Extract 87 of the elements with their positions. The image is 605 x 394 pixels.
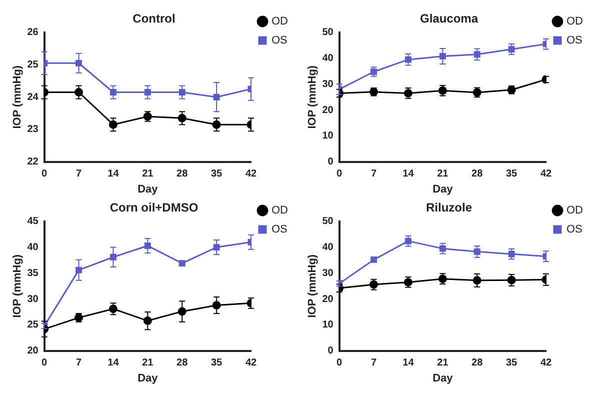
chart-title: Control (132, 12, 176, 26)
x-axis-title: Day (138, 183, 159, 196)
x-tick-label: 35 (210, 358, 223, 369)
y-tick-label: 50 (322, 27, 334, 38)
x-tick-label: 14 (402, 358, 414, 369)
y-tick-label: 10 (322, 130, 334, 142)
legend-label: OD (566, 204, 584, 217)
x-axis-title: Day (138, 372, 159, 384)
chart-title: Glaucoma (420, 12, 478, 26)
x-tick-label: 42 (540, 168, 552, 180)
x-tick-label: 21 (437, 358, 449, 369)
point (474, 248, 480, 255)
point (110, 89, 116, 96)
x-tick-label: 42 (245, 358, 257, 369)
legend-label: OD (272, 16, 288, 28)
y-tick-label: 20 (27, 346, 39, 357)
chart-title: Riluzole (426, 200, 472, 215)
point (76, 60, 82, 66)
point (110, 254, 116, 260)
legend-label: OD (272, 204, 288, 217)
y-tick-label: 50 (322, 216, 334, 228)
x-tick-label: 21 (437, 168, 449, 180)
x-tick-label: 28 (176, 358, 188, 369)
point (76, 266, 82, 274)
point (439, 245, 446, 252)
x-tick-label: 28 (472, 168, 484, 180)
x-tick-label: 35 (506, 358, 518, 369)
y-tick-label: 26 (27, 27, 39, 38)
point (178, 89, 186, 96)
point (404, 56, 412, 63)
legend-label: OS (566, 224, 582, 236)
point (144, 242, 151, 249)
x-tick-label: 42 (245, 168, 257, 180)
point (213, 94, 220, 100)
y-tick-label: 40 (27, 242, 39, 254)
y-tick-label: 25 (27, 320, 39, 331)
y-tick-label: 30 (322, 78, 334, 90)
y-tick-label: 20 (322, 294, 334, 305)
x-axis-title: Day (432, 183, 454, 196)
y-tick-label: 40 (322, 242, 334, 254)
y-tick-label: 23 (27, 124, 39, 136)
point (508, 46, 515, 52)
x-tick-label: 7 (76, 168, 82, 180)
x-tick-label: 35 (506, 168, 518, 180)
x-tick-label: 42 (540, 358, 552, 369)
y-tick-label: 25 (27, 60, 39, 70)
x-tick-label: 21 (142, 168, 154, 180)
y-tick-label: 22 (27, 156, 39, 168)
y-tick-label: 30 (27, 294, 39, 305)
y-tick-label: 0 (328, 156, 334, 168)
y-tick-label: 24 (27, 92, 39, 103)
x-tick-label: 14 (402, 168, 414, 180)
y-tick-label: 45 (27, 216, 39, 228)
x-axis-title: Day (432, 372, 454, 384)
legend-label: OS (566, 34, 582, 47)
y-axis-title: IOP (mmHg) (306, 254, 319, 318)
x-tick-label: 0 (336, 358, 343, 369)
legend-label: OS (272, 34, 288, 47)
y-axis-title: IOP (mmHg) (306, 65, 319, 129)
x-tick-label: 0 (336, 168, 343, 180)
y-tick-label: 0 (328, 346, 334, 357)
x-tick-label: 28 (472, 358, 484, 369)
x-tick-label: 0 (42, 168, 48, 180)
point (213, 244, 220, 251)
y-tick-label: 10 (322, 320, 334, 331)
y-tick-label: 20 (322, 104, 334, 116)
x-tick-label: 14 (108, 168, 120, 180)
y-tick-label: 35 (27, 268, 39, 279)
point (439, 52, 446, 60)
x-tick-label: 35 (210, 168, 223, 180)
x-tick-label: 7 (370, 358, 377, 369)
x-tick-label: 7 (370, 168, 377, 180)
x-tick-label: 21 (142, 358, 154, 369)
point (144, 89, 151, 96)
y-axis-title: IOP (mmHg) (12, 254, 24, 318)
x-tick-label: 14 (108, 358, 120, 369)
y-tick-label: 30 (322, 268, 334, 279)
x-tick-label: 0 (42, 358, 48, 369)
y-axis-title: IOP (mmHg) (12, 65, 24, 129)
y-tick-label: 40 (322, 53, 334, 64)
point (404, 238, 412, 244)
legend-label: OS (272, 224, 288, 236)
legend-label: OD (566, 16, 584, 28)
x-tick-label: 7 (76, 358, 82, 369)
point (474, 51, 480, 58)
x-tick-label: 28 (176, 168, 188, 180)
chart-title: Corn oil+DMSO (110, 200, 198, 215)
